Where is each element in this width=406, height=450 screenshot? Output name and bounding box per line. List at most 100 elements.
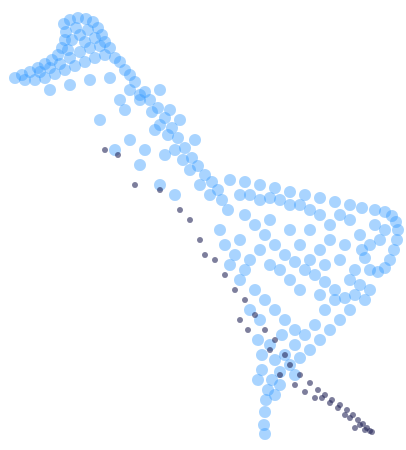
- scatter-point: [174, 114, 186, 126]
- scatter-point: [222, 272, 228, 278]
- scatter-point: [166, 122, 178, 134]
- scatter-point: [222, 204, 234, 216]
- scatter-point: [339, 292, 351, 304]
- scatter-point: [154, 84, 166, 96]
- scatter-point: [124, 84, 136, 96]
- scatter-point: [329, 294, 341, 306]
- scatter-point: [344, 304, 356, 316]
- scatter-point: [342, 412, 348, 418]
- scatter-point: [249, 284, 261, 296]
- scatter-point: [256, 349, 268, 361]
- scatter-point: [192, 160, 204, 172]
- scatter-point: [149, 124, 161, 136]
- scatter-point: [134, 89, 146, 101]
- scatter-point: [252, 334, 264, 346]
- scatter-point: [272, 337, 278, 343]
- scatter-point: [299, 189, 311, 201]
- scatter-point: [364, 264, 376, 276]
- scatter-point: [172, 132, 184, 144]
- scatter-point: [309, 319, 321, 331]
- scatter-point: [256, 364, 268, 376]
- scatter-point: [369, 204, 381, 216]
- scatter-point: [289, 324, 301, 336]
- scatter-point: [199, 169, 211, 181]
- scatter-point: [287, 362, 293, 368]
- scatter-point: [249, 219, 261, 231]
- scatter-point: [202, 252, 208, 258]
- scatter-point: [94, 40, 106, 52]
- scatter-point: [214, 224, 226, 236]
- scatter-point: [99, 36, 111, 48]
- scatter-point: [99, 49, 111, 61]
- scatter-point: [54, 58, 66, 70]
- scatter-point: [56, 42, 68, 54]
- scatter-point: [169, 189, 181, 201]
- scatter-point: [9, 72, 21, 84]
- scatter-point: [79, 36, 91, 48]
- scatter-point: [354, 279, 366, 291]
- scatter-point: [234, 274, 246, 286]
- scatter-point: [274, 379, 286, 391]
- scatter-point: [324, 219, 336, 231]
- scatter-point: [354, 229, 366, 241]
- scatter-point: [364, 284, 376, 296]
- scatter-point: [74, 29, 86, 41]
- scatter-point: [34, 66, 46, 78]
- scatter-point: [177, 154, 189, 166]
- scatter-point: [49, 68, 61, 80]
- scatter-point: [390, 216, 402, 228]
- scatter-point: [102, 147, 108, 153]
- scatter-point: [269, 182, 281, 194]
- scatter-point: [152, 102, 164, 114]
- scatter-point: [289, 256, 301, 268]
- scatter-point: [319, 395, 325, 401]
- scatter-point: [339, 239, 351, 251]
- scatter-point: [44, 62, 56, 74]
- scatter-point: [146, 106, 158, 118]
- scatter-point: [29, 74, 41, 86]
- scatter-point: [154, 119, 166, 131]
- scatter-point: [239, 209, 251, 221]
- scatter-point: [234, 189, 246, 201]
- scatter-point: [96, 29, 108, 41]
- scatter-point: [309, 269, 321, 281]
- scatter-point: [124, 134, 136, 146]
- scatter-point: [274, 264, 286, 276]
- scatter-point: [314, 334, 326, 346]
- scatter-point: [259, 294, 271, 306]
- scatter-point: [69, 60, 81, 72]
- scatter-point: [274, 194, 286, 206]
- scatter-point: [344, 214, 356, 226]
- scatter-point: [59, 34, 71, 46]
- scatter-point: [352, 425, 358, 431]
- scatter-point: [46, 54, 58, 66]
- scatter-point: [314, 244, 326, 256]
- scatter-point: [259, 406, 271, 418]
- scatter-point: [329, 196, 341, 208]
- scatter-point: [279, 314, 291, 326]
- scatter-point: [284, 224, 296, 236]
- scatter-point: [294, 284, 306, 296]
- scatter-point: [239, 176, 251, 188]
- scatter-point: [124, 69, 136, 81]
- scatter-point: [335, 405, 341, 411]
- scatter-point: [254, 194, 266, 206]
- scatter-point: [242, 297, 248, 303]
- scatter-point: [315, 387, 321, 393]
- scatter-point: [177, 207, 183, 213]
- scatter-point: [92, 22, 104, 34]
- scatter-point: [162, 129, 174, 141]
- scatter-point: [260, 394, 272, 406]
- scatter-point: [304, 224, 316, 236]
- scatter-point: [379, 206, 391, 218]
- scatter-point: [254, 244, 266, 256]
- scatter-point: [159, 112, 171, 124]
- scatter-point: [289, 369, 301, 381]
- scatter-point: [212, 184, 224, 196]
- scatter-point: [334, 314, 346, 326]
- scatter-point: [267, 347, 273, 353]
- scatter-point: [292, 382, 298, 388]
- scatter-point: [59, 64, 71, 76]
- scatter-point: [259, 428, 271, 440]
- scatter-point: [82, 24, 94, 36]
